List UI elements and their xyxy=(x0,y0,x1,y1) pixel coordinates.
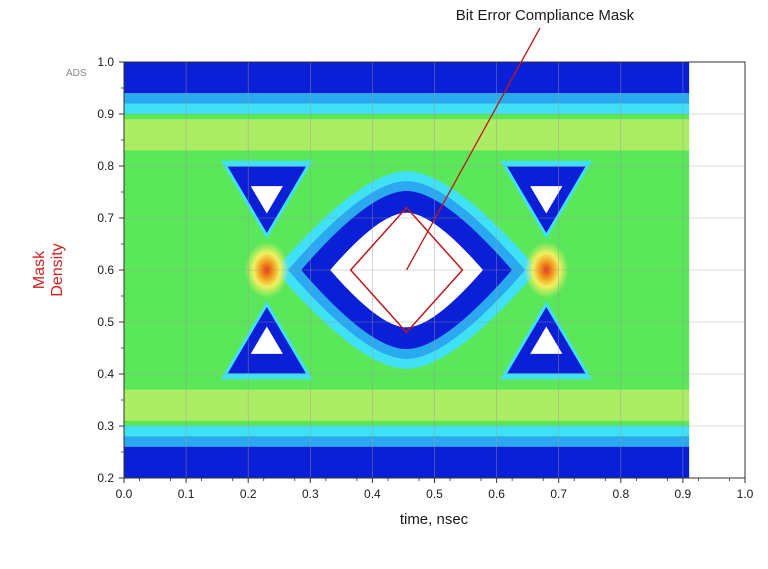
heatmap-lower-yellow xyxy=(124,389,690,421)
heatmap-rail-band xyxy=(124,446,690,478)
x-tick-label: 0.2 xyxy=(240,487,257,501)
heatmap-upper-yellow xyxy=(124,119,690,151)
lower-triangle-eye xyxy=(530,326,563,354)
x-tick-label: 0.3 xyxy=(302,487,319,501)
heatmap-rail-band xyxy=(124,103,690,114)
y-tick-label: 0.7 xyxy=(97,211,114,225)
y-axis: 0.2 0.3 0.4 0.5 0.6 0.7 0.8 0.9 1.0 xyxy=(97,55,124,485)
x-tick-label: 0.1 xyxy=(178,487,195,501)
y-tick-label: 0.4 xyxy=(97,367,114,381)
y-axis-label-line-1: Mask xyxy=(31,250,48,289)
x-tick-label: 0.0 xyxy=(116,487,133,501)
x-tick-label: 0.7 xyxy=(550,487,567,501)
heatmap-rail-band xyxy=(124,436,690,447)
lower-triangle-eye xyxy=(250,326,283,354)
heatmap-rail-band xyxy=(124,426,690,437)
x-axis: 0.0 0.1 0.2 0.3 0.4 0.5 0.6 0.7 0.8 0.9 1.0 xyxy=(116,478,754,501)
annotation-text: Bit Error Compliance Mask xyxy=(456,7,635,24)
y-tick-label: 1.0 xyxy=(97,55,114,69)
annotation-leader-line xyxy=(405,27,541,271)
y-tick-label: 0.8 xyxy=(97,159,114,173)
heatmap-rail-band xyxy=(124,93,690,104)
y-tick-label: 0.2 xyxy=(97,471,114,485)
upper-triangle-eye xyxy=(250,186,283,214)
upper-triangle-eye xyxy=(530,186,563,214)
y-axis-label-line-2: Density xyxy=(49,243,66,296)
y-tick-label: 0.9 xyxy=(97,107,114,121)
y-tick-label: 0.6 xyxy=(97,263,114,277)
y-tick-label: 0.5 xyxy=(97,315,114,329)
y-tick-label: 0.3 xyxy=(97,419,114,433)
heatmap-rail-band xyxy=(124,62,690,94)
x-tick-label: 0.4 xyxy=(364,487,381,501)
ads-watermark: ADS xyxy=(66,68,87,79)
x-tick-label: 0.6 xyxy=(488,487,505,501)
x-tick-label: 0.8 xyxy=(612,487,629,501)
compliance-mask xyxy=(349,206,464,334)
x-tick-label: 0.5 xyxy=(426,487,443,501)
x-tick-label: 1.0 xyxy=(737,487,754,501)
x-axis-label: time, nsec xyxy=(400,511,469,528)
x-tick-label: 0.9 xyxy=(675,487,692,501)
eye-opening-edge xyxy=(749,213,768,328)
